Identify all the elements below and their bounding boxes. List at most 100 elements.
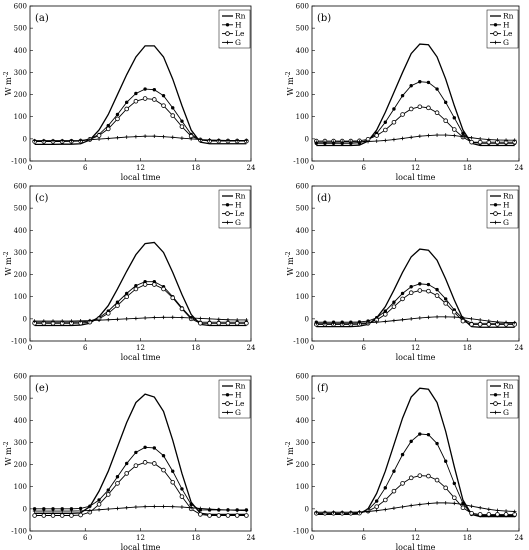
y-tick-label: 0 — [305, 135, 309, 143]
data-point — [88, 137, 92, 142]
y-tick-label: 600 — [296, 3, 309, 11]
data-point — [96, 133, 102, 138]
data-point — [225, 320, 231, 326]
y-axis-label-exponent: -2 — [285, 251, 292, 257]
data-point — [435, 87, 439, 91]
data-point — [143, 87, 147, 91]
x-axis-label: local time — [121, 543, 161, 550]
data-point — [115, 506, 120, 511]
y-tick-label: -100 — [293, 338, 309, 346]
y-tick-label: 400 — [14, 417, 27, 425]
y-axis-label-exponent: -2 — [3, 441, 10, 447]
data-point — [143, 316, 147, 320]
data-point — [426, 315, 431, 320]
y-tick-label: 0 — [23, 315, 27, 323]
data-point — [69, 507, 74, 511]
x-tick-label: 18 — [463, 164, 472, 172]
data-point — [392, 300, 396, 304]
data-point — [180, 487, 184, 491]
data-point — [409, 135, 413, 140]
data-point — [383, 120, 388, 124]
y-tick-label: 200 — [14, 271, 27, 279]
data-point — [244, 320, 249, 326]
y-tick-label: 300 — [14, 69, 27, 77]
legend-label: H — [235, 20, 242, 29]
data-point — [32, 507, 37, 511]
data-point — [161, 93, 166, 98]
data-point — [179, 124, 185, 129]
x-tick-label: 24 — [247, 164, 256, 172]
data-point — [408, 475, 414, 481]
data-point — [244, 508, 249, 513]
y-tick-label: 500 — [14, 205, 27, 213]
data-point — [391, 119, 397, 125]
data-point — [443, 100, 448, 105]
legend-label: H — [503, 200, 510, 209]
y-tick-label: 400 — [296, 47, 309, 55]
x-tick-label: 12 — [136, 534, 145, 542]
data-point — [234, 320, 240, 326]
data-point — [124, 294, 129, 300]
data-point — [418, 80, 422, 84]
y-tick-label: 200 — [14, 91, 27, 99]
data-point — [374, 133, 379, 138]
series-line — [316, 290, 515, 325]
y-tick-label: 600 — [14, 3, 27, 11]
data-point — [115, 317, 120, 322]
data-point — [198, 137, 203, 142]
data-point — [503, 512, 509, 517]
series-le — [314, 104, 517, 145]
data-point — [97, 498, 101, 502]
x-tick-label: 12 — [411, 344, 420, 352]
data-point — [180, 136, 184, 140]
y-tick-label: 300 — [14, 439, 27, 447]
y-tick-label: 400 — [296, 417, 309, 425]
data-point — [78, 319, 83, 323]
data-point — [225, 31, 230, 36]
data-point — [495, 512, 500, 517]
data-point — [142, 96, 148, 101]
data-point — [179, 494, 185, 499]
x-axis-label: local time — [121, 353, 161, 362]
data-point — [170, 113, 176, 118]
series-h — [314, 80, 517, 145]
data-point — [349, 510, 353, 514]
data-point — [323, 510, 327, 514]
series-line — [34, 446, 247, 511]
panel-label: (e) — [35, 383, 49, 394]
data-point — [50, 513, 56, 518]
data-point — [486, 512, 492, 517]
y-axis-label: W m-2 — [285, 251, 295, 275]
data-point — [235, 508, 239, 513]
data-point — [152, 315, 157, 320]
data-point — [426, 288, 431, 294]
data-point — [392, 469, 396, 473]
data-point — [225, 513, 231, 518]
data-point — [418, 432, 422, 436]
data-point — [487, 319, 491, 323]
data-point — [124, 317, 129, 321]
data-point — [418, 134, 422, 138]
y-tick-label: 400 — [296, 227, 309, 235]
data-point — [51, 507, 55, 511]
data-point — [340, 321, 344, 326]
x-tick-label: 6 — [362, 344, 367, 352]
data-point — [435, 287, 439, 292]
y-axis-label-unit: W m — [286, 77, 295, 96]
data-point — [216, 513, 222, 518]
series-line — [34, 241, 247, 327]
x-tick-label: 12 — [136, 344, 145, 352]
data-point — [426, 501, 431, 506]
data-point — [487, 507, 491, 512]
data-point — [504, 138, 508, 142]
data-point — [78, 509, 83, 513]
data-point — [400, 296, 405, 302]
legend-label: G — [503, 38, 509, 47]
data-point — [124, 291, 129, 296]
series-rn — [316, 43, 515, 147]
data-point — [435, 315, 439, 319]
data-point — [408, 106, 414, 112]
data-point — [349, 140, 353, 144]
